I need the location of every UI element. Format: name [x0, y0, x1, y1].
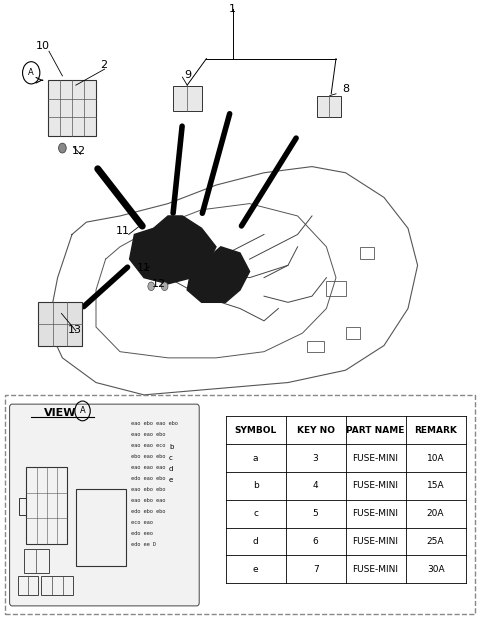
- Text: VIEW: VIEW: [44, 408, 76, 418]
- FancyBboxPatch shape: [10, 404, 199, 606]
- Text: PART NAME: PART NAME: [347, 426, 405, 435]
- Text: d: d: [253, 537, 258, 546]
- Text: 12: 12: [151, 279, 166, 289]
- Text: 2: 2: [100, 60, 107, 70]
- Text: c: c: [169, 455, 173, 462]
- Text: eao eao ebo: eao eao ebo: [131, 432, 165, 437]
- Text: e: e: [253, 565, 258, 574]
- Text: e: e: [169, 478, 173, 483]
- Text: edo ebo ebo: edo ebo ebo: [131, 508, 165, 514]
- Bar: [307, 341, 324, 352]
- Polygon shape: [187, 247, 250, 302]
- Text: KEY NO: KEY NO: [297, 426, 335, 435]
- Bar: [38, 302, 82, 346]
- Text: 12: 12: [72, 146, 86, 156]
- Text: 11: 11: [115, 226, 130, 236]
- Polygon shape: [130, 216, 216, 284]
- Text: 6: 6: [313, 537, 318, 546]
- Text: 5: 5: [313, 509, 318, 518]
- Text: FUSE-MINI: FUSE-MINI: [353, 537, 398, 546]
- Text: FUSE-MINI: FUSE-MINI: [353, 481, 398, 491]
- Text: SYMBOL: SYMBOL: [234, 426, 277, 435]
- Bar: [360, 247, 374, 259]
- Text: 13: 13: [67, 325, 82, 335]
- Text: c: c: [253, 509, 258, 518]
- Text: REMARK: REMARK: [414, 426, 457, 435]
- Text: A: A: [80, 407, 85, 415]
- Bar: [346, 327, 360, 339]
- Text: 10A: 10A: [427, 453, 444, 463]
- Bar: [19, 498, 26, 515]
- Text: 10: 10: [36, 41, 50, 51]
- Text: eao ebo ebo: eao ebo ebo: [131, 487, 165, 492]
- Text: d: d: [169, 466, 173, 472]
- Text: eco eao: eco eao: [131, 520, 153, 524]
- Bar: [24, 549, 49, 573]
- Text: 1: 1: [229, 4, 236, 14]
- Text: edo ee D: edo ee D: [131, 542, 156, 547]
- Text: FUSE-MINI: FUSE-MINI: [353, 453, 398, 463]
- Circle shape: [161, 282, 168, 291]
- Text: b: b: [253, 481, 258, 491]
- Bar: [18, 576, 38, 595]
- Text: 30A: 30A: [427, 565, 444, 574]
- Bar: [317, 96, 341, 117]
- Text: edo eao ebo: edo eao ebo: [131, 476, 165, 481]
- Bar: [26, 467, 67, 544]
- Text: 25A: 25A: [427, 537, 444, 546]
- Text: FUSE-MINI: FUSE-MINI: [353, 509, 398, 518]
- Text: a: a: [253, 453, 258, 463]
- Text: 15A: 15A: [427, 481, 444, 491]
- Text: b: b: [169, 444, 173, 450]
- Text: eao ebo eao ebo: eao ebo eao ebo: [131, 421, 178, 426]
- Text: A: A: [28, 68, 34, 77]
- Text: 3: 3: [313, 453, 318, 463]
- Text: 8: 8: [342, 85, 349, 94]
- Text: 7: 7: [313, 565, 318, 574]
- Bar: [41, 576, 73, 595]
- Bar: [48, 80, 96, 136]
- Text: FUSE-MINI: FUSE-MINI: [353, 565, 398, 574]
- Circle shape: [59, 143, 66, 153]
- Bar: [326, 281, 346, 296]
- Text: eao ebo eao: eao ebo eao: [131, 498, 165, 503]
- Text: edo eeo: edo eeo: [131, 531, 153, 536]
- Circle shape: [148, 282, 155, 291]
- Text: 4: 4: [313, 481, 318, 491]
- Text: 9: 9: [185, 70, 192, 80]
- Text: 11: 11: [137, 263, 151, 273]
- Text: eao eao eao: eao eao eao: [131, 465, 165, 470]
- Bar: [173, 86, 202, 111]
- Text: 20A: 20A: [427, 509, 444, 518]
- Text: eao eao eco: eao eao eco: [131, 443, 165, 448]
- Bar: [76, 489, 126, 566]
- Text: ebo eao ebo: ebo eao ebo: [131, 453, 165, 459]
